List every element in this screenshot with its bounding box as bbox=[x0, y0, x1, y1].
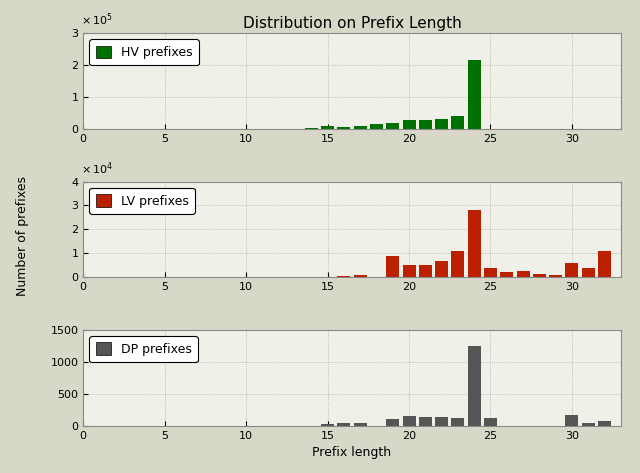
Bar bbox=[419, 120, 432, 129]
Bar bbox=[598, 421, 611, 426]
Bar bbox=[582, 422, 595, 426]
Text: $\times\,10^{5}$: $\times\,10^{5}$ bbox=[81, 12, 112, 28]
Bar bbox=[435, 417, 448, 426]
Bar bbox=[451, 418, 465, 426]
Bar bbox=[468, 210, 481, 277]
Legend: LV prefixes: LV prefixes bbox=[90, 188, 195, 214]
Bar bbox=[354, 126, 367, 129]
Bar bbox=[354, 275, 367, 277]
Bar bbox=[386, 256, 399, 277]
Bar bbox=[598, 251, 611, 277]
Bar bbox=[468, 346, 481, 426]
Bar bbox=[533, 274, 546, 277]
X-axis label: Prefix length: Prefix length bbox=[312, 446, 392, 459]
Bar bbox=[337, 422, 350, 426]
Bar bbox=[582, 268, 595, 277]
Legend: DP prefixes: DP prefixes bbox=[90, 336, 198, 362]
Bar bbox=[386, 123, 399, 129]
Bar bbox=[565, 263, 579, 277]
Bar bbox=[419, 417, 432, 426]
Bar bbox=[549, 275, 562, 277]
Bar bbox=[435, 119, 448, 129]
Text: Number of prefixes: Number of prefixes bbox=[16, 176, 29, 297]
Bar bbox=[337, 276, 350, 277]
Bar bbox=[403, 416, 415, 426]
Bar bbox=[370, 124, 383, 129]
Bar bbox=[354, 422, 367, 426]
Bar bbox=[435, 261, 448, 277]
Bar bbox=[484, 268, 497, 277]
Bar bbox=[337, 127, 350, 129]
Bar bbox=[484, 418, 497, 426]
Bar bbox=[305, 128, 318, 129]
Bar bbox=[321, 126, 334, 129]
Bar bbox=[403, 120, 415, 129]
Bar bbox=[500, 272, 513, 277]
Bar bbox=[386, 420, 399, 426]
Bar bbox=[321, 424, 334, 426]
Bar bbox=[451, 251, 465, 277]
Title: Distribution on Prefix Length: Distribution on Prefix Length bbox=[243, 16, 461, 31]
Bar bbox=[419, 265, 432, 277]
Bar bbox=[565, 415, 579, 426]
Bar bbox=[403, 265, 415, 277]
Text: $\times\,10^{4}$: $\times\,10^{4}$ bbox=[81, 160, 113, 177]
Bar bbox=[468, 60, 481, 129]
Legend: HV prefixes: HV prefixes bbox=[90, 39, 198, 65]
Bar bbox=[451, 116, 465, 129]
Bar bbox=[516, 272, 529, 277]
